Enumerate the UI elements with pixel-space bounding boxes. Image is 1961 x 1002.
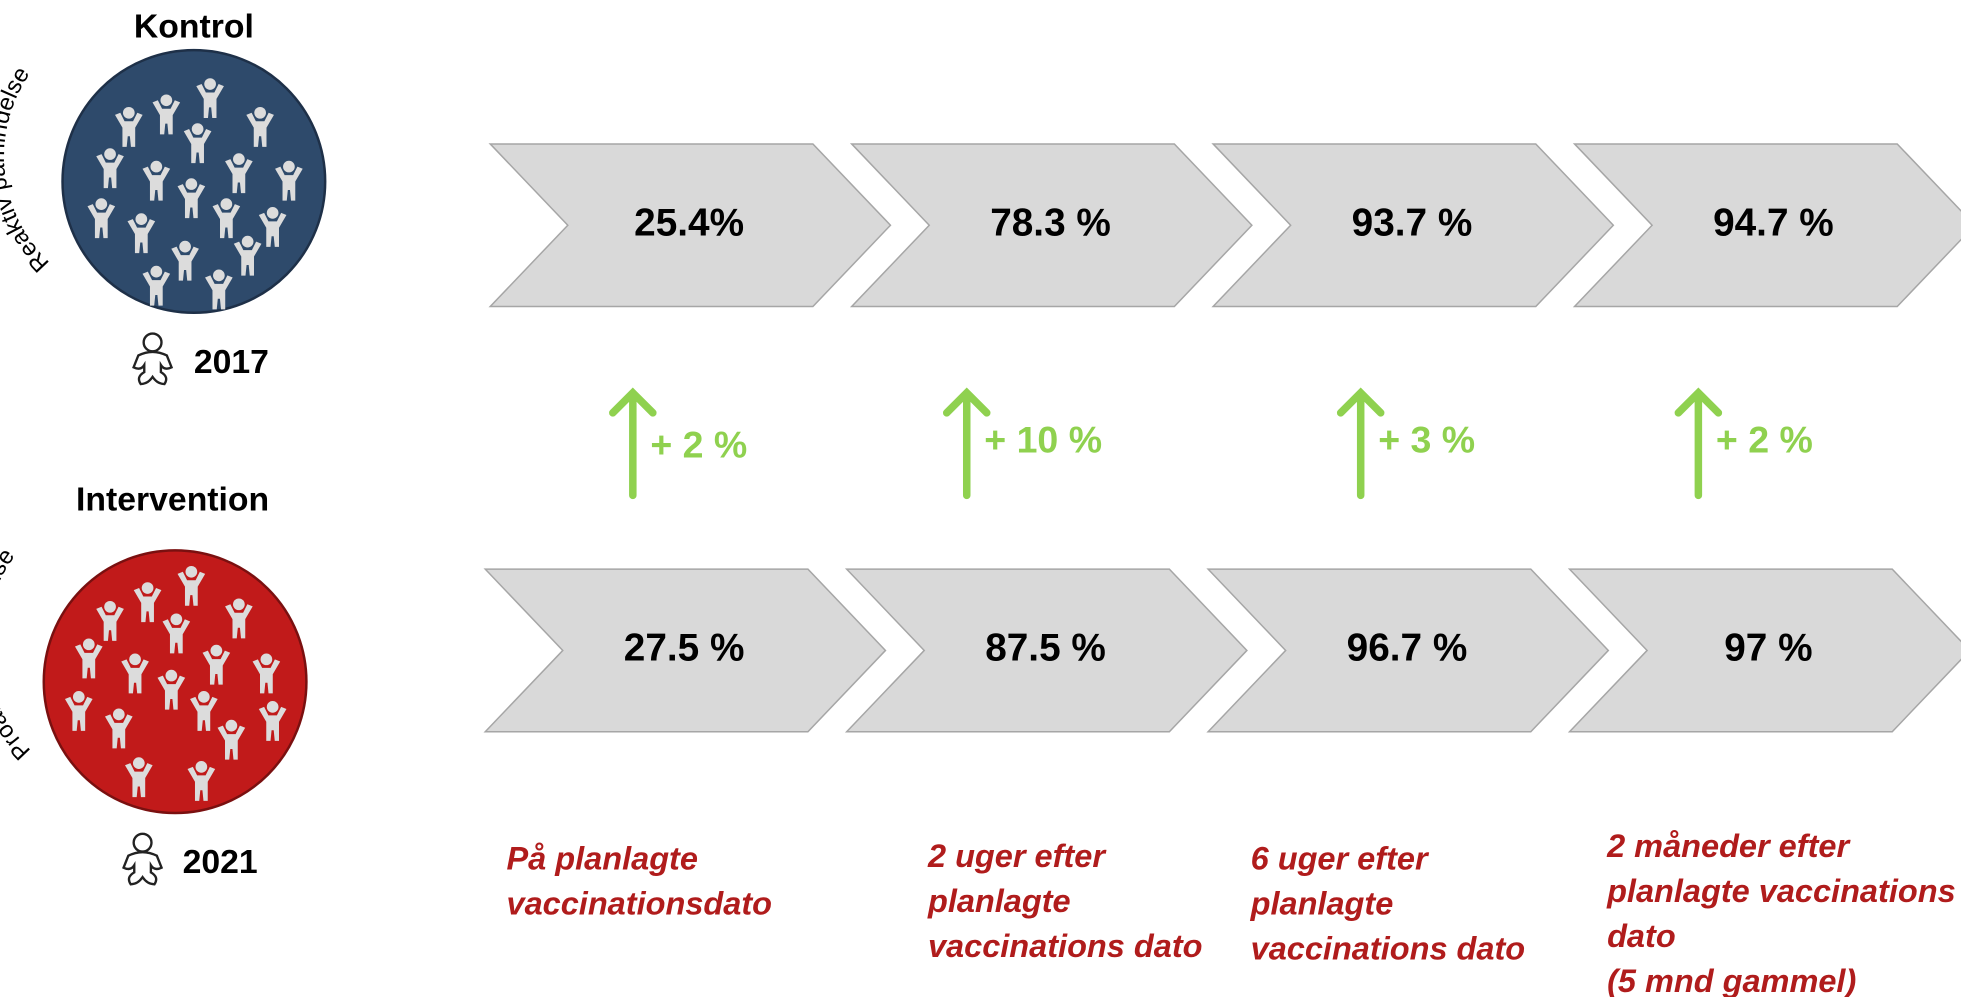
- chevron: [483, 568, 887, 733]
- rate-value: 87.5 %: [985, 627, 1106, 670]
- chevron: [1211, 143, 1615, 308]
- year: 2017: [194, 343, 269, 381]
- up-arrow: [1336, 387, 1385, 500]
- rate-value: 78.3 %: [990, 201, 1111, 244]
- chevron: [1572, 143, 1961, 308]
- group-title: Intervention: [76, 480, 269, 518]
- up-arrow: [609, 387, 657, 500]
- baby-icon: [132, 332, 173, 386]
- chevron: [488, 143, 892, 308]
- timepoint-label: planlagte: [927, 883, 1071, 919]
- chevron: [1567, 568, 1961, 733]
- rate-value: 96.7 %: [1347, 627, 1468, 670]
- timepoint-label: planlagte: [1250, 885, 1394, 921]
- chevron: [844, 568, 1248, 733]
- chevron: [1206, 568, 1610, 733]
- timepoint-label: 2 måneder efter: [1606, 828, 1851, 864]
- rate-value: 27.5 %: [624, 627, 745, 670]
- group-title: Kontrol: [134, 8, 254, 46]
- flow: 25.4% 78.3 % 93.7 % 94.7 % 27.5 % 87.5 % 96.7 …: [483, 143, 1961, 999]
- difference: + 10 %: [984, 419, 1102, 461]
- rate-value: 94.7 %: [1713, 201, 1834, 244]
- reminder-text: Reaktiv påmindelse: [0, 62, 54, 278]
- timepoint-label: dato: [1607, 918, 1676, 954]
- difference: + 2 %: [1716, 419, 1813, 461]
- timepoint-label: vaccinations dato: [1251, 930, 1526, 966]
- rate-value: 97 %: [1724, 627, 1812, 670]
- up-arrow: [1674, 387, 1723, 500]
- rate-value: 25.4%: [634, 201, 744, 244]
- reminder-text: Proaktiv påmindelse: [0, 544, 36, 766]
- reminder-label: Reaktiv påmindelse: [0, 62, 54, 278]
- baby-icon: [122, 832, 163, 886]
- timepoint-label: 6 uger efter: [1251, 840, 1430, 876]
- chevron: [849, 143, 1253, 308]
- year: 2021: [183, 843, 258, 881]
- timepoint-label: vaccinations dato: [928, 928, 1203, 964]
- timepoint-label: På planlagte: [507, 840, 698, 876]
- up-arrow: [942, 387, 991, 500]
- difference: + 3 %: [1378, 419, 1475, 461]
- timepoint-label: planlagte vaccinations: [1606, 873, 1956, 909]
- difference: + 2 %: [650, 424, 747, 466]
- timepoint-label: 2 uger efter: [927, 838, 1107, 874]
- timepoint-label: (5 mnd gammel): [1607, 963, 1856, 997]
- timepoint-label: vaccinationsdato: [507, 885, 773, 921]
- reminder-label: Proaktiv påmindelse: [0, 544, 36, 766]
- rate-value: 93.7 %: [1352, 201, 1473, 244]
